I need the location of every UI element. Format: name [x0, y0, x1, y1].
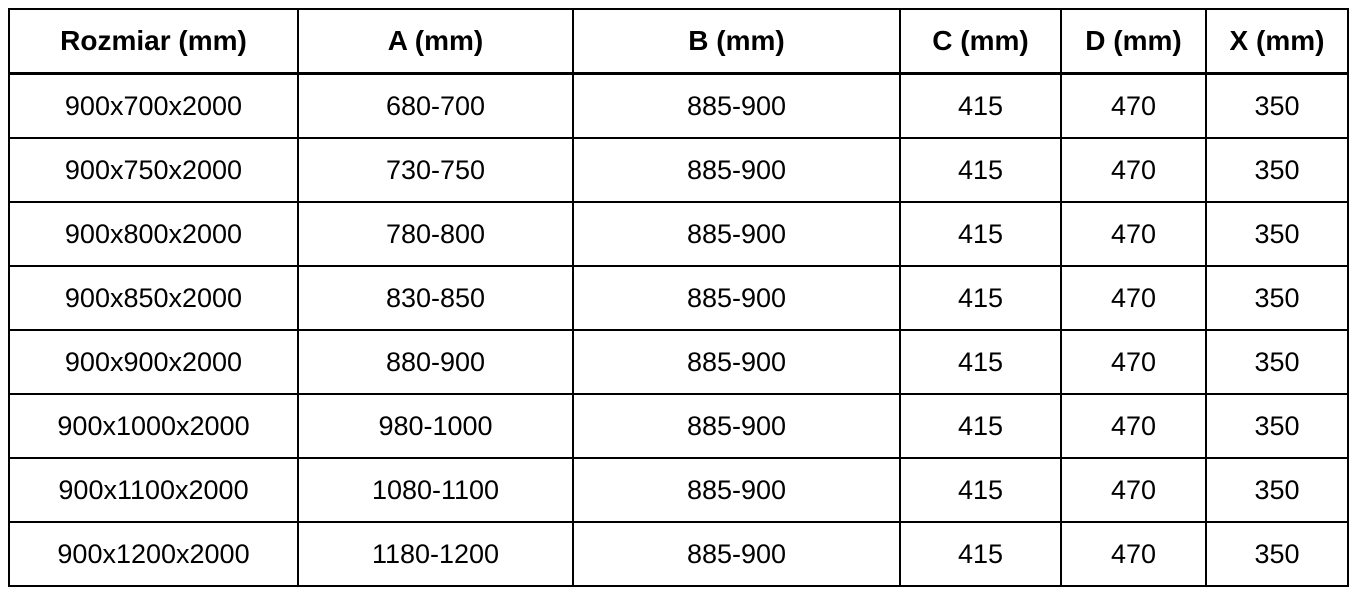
table-cell: 900x800x2000: [8, 201, 299, 267]
table-cell: 350: [1205, 72, 1349, 139]
table-cell: 415: [899, 265, 1062, 331]
size-spec-table: Rozmiar (mm) A (mm) B (mm) C (mm) D (mm) X (m…: [8, 8, 1349, 587]
table-cell: 350: [1205, 137, 1349, 203]
column-header-c: C (mm): [899, 8, 1062, 75]
table-cell: 885-900: [572, 201, 901, 267]
table-cell: 415: [899, 521, 1062, 587]
table-row: 900x900x2000 880-900 885-900 415 470 350: [8, 329, 1349, 395]
table-cell: 470: [1060, 201, 1207, 267]
table-cell: 830-850: [297, 265, 574, 331]
table-cell: 885-900: [572, 521, 901, 587]
table-cell: 350: [1205, 265, 1349, 331]
table-cell: 470: [1060, 457, 1207, 523]
table-cell: 470: [1060, 521, 1207, 587]
table-cell: 470: [1060, 329, 1207, 395]
table-cell: 415: [899, 72, 1062, 139]
table-row: 900x1200x2000 1180-1200 885-900 415 470 350: [8, 521, 1349, 587]
table-cell: 900x1200x2000: [8, 521, 299, 587]
table-cell: 900x1100x2000: [8, 457, 299, 523]
column-header-a: A (mm): [297, 8, 574, 75]
table-cell: 350: [1205, 393, 1349, 459]
table-cell: 680-700: [297, 72, 574, 139]
table-cell: 1180-1200: [297, 521, 574, 587]
table-row: 900x1100x2000 1080-1100 885-900 415 470 350: [8, 457, 1349, 523]
table-cell: 415: [899, 201, 1062, 267]
table-cell: 350: [1205, 521, 1349, 587]
table-row: 900x850x2000 830-850 885-900 415 470 350: [8, 265, 1349, 331]
table-cell: 415: [899, 393, 1062, 459]
table-cell: 880-900: [297, 329, 574, 395]
table-cell: 885-900: [572, 265, 901, 331]
table-cell: 415: [899, 137, 1062, 203]
table-cell: 730-750: [297, 137, 574, 203]
column-header-d: D (mm): [1060, 8, 1207, 75]
table-cell: 470: [1060, 265, 1207, 331]
table-cell: 885-900: [572, 393, 901, 459]
table-cell: 470: [1060, 393, 1207, 459]
table-cell: 415: [899, 457, 1062, 523]
table-cell: 350: [1205, 201, 1349, 267]
column-header-b: B (mm): [572, 8, 901, 75]
table-cell: 350: [1205, 457, 1349, 523]
table-body: 900x700x2000 680-700 885-900 415 470 350 900x7…: [8, 72, 1349, 587]
header-row: Rozmiar (mm) A (mm) B (mm) C (mm) D (mm) X (m…: [8, 8, 1349, 75]
table-cell: 470: [1060, 137, 1207, 203]
table-cell: 350: [1205, 329, 1349, 395]
table-row: 900x750x2000 730-750 885-900 415 470 350: [8, 137, 1349, 203]
column-header-x: X (mm): [1205, 8, 1349, 75]
table-cell: 885-900: [572, 137, 901, 203]
table-cell: 885-900: [572, 457, 901, 523]
table-cell: 900x1000x2000: [8, 393, 299, 459]
table-header: Rozmiar (mm) A (mm) B (mm) C (mm) D (mm) X (m…: [8, 8, 1349, 75]
table-row: 900x700x2000 680-700 885-900 415 470 350: [8, 72, 1349, 139]
table-cell: 885-900: [572, 72, 901, 139]
table-row: 900x800x2000 780-800 885-900 415 470 350: [8, 201, 1349, 267]
table-cell: 780-800: [297, 201, 574, 267]
table-cell: 900x700x2000: [8, 72, 299, 139]
table-cell: 470: [1060, 72, 1207, 139]
table-cell: 900x850x2000: [8, 265, 299, 331]
table-cell: 900x900x2000: [8, 329, 299, 395]
table-cell: 1080-1100: [297, 457, 574, 523]
table-cell: 415: [899, 329, 1062, 395]
column-header-rozmiar: Rozmiar (mm): [8, 8, 299, 75]
table-cell: 980-1000: [297, 393, 574, 459]
table-row: 900x1000x2000 980-1000 885-900 415 470 350: [8, 393, 1349, 459]
table-cell: 885-900: [572, 329, 901, 395]
table-cell: 900x750x2000: [8, 137, 299, 203]
